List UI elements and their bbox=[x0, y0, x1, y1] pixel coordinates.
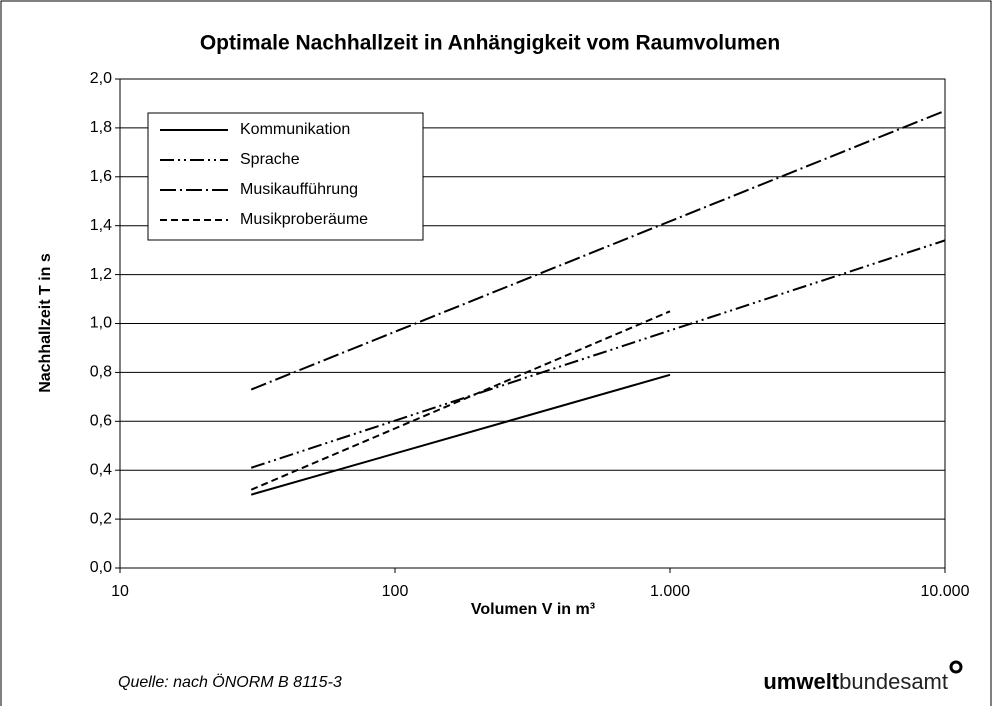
line-series bbox=[250, 310, 671, 491]
logo-icon bbox=[949, 660, 963, 674]
y-tick-label: 1,8 bbox=[90, 119, 112, 136]
y-tick-label: 0,6 bbox=[90, 413, 112, 430]
y-tick-label: 1,2 bbox=[90, 266, 112, 283]
y-tick-label: 0,4 bbox=[90, 461, 112, 478]
x-tick-label: 1.000 bbox=[650, 583, 690, 600]
y-tick-label: 0,2 bbox=[90, 510, 112, 527]
legend-label: Sprache bbox=[240, 151, 300, 168]
logo: umweltbundesamt bbox=[763, 669, 948, 694]
x-tick-label: 10 bbox=[111, 583, 129, 600]
source-note: Quelle: nach ÖNORM B 8115-3 bbox=[118, 673, 342, 691]
y-tick-label: 0,8 bbox=[90, 364, 112, 381]
x-tick-label: 100 bbox=[382, 583, 409, 600]
y-tick-label: 0,0 bbox=[90, 559, 112, 576]
legend-box bbox=[147, 112, 424, 241]
line-series bbox=[250, 239, 946, 469]
y-tick-label: 1,4 bbox=[90, 217, 112, 234]
y-tick-label: 2,0 bbox=[90, 70, 112, 87]
line-series bbox=[250, 373, 671, 496]
line-series bbox=[250, 109, 946, 391]
y-tick-label: 1,6 bbox=[90, 168, 112, 185]
plot-area bbox=[119, 78, 946, 569]
logo-regular: bundesamt bbox=[839, 669, 948, 694]
x-tick-label: 10.000 bbox=[921, 583, 970, 600]
y-axis-label: Nachhallzeit T in s bbox=[37, 253, 54, 393]
legend-label: Kommunikation bbox=[240, 121, 350, 138]
logo-bold: umwelt bbox=[763, 669, 839, 694]
legend-label: Musikaufführung bbox=[240, 181, 358, 198]
chart-title: Optimale Nachhallzeit in Anhängigkeit vo… bbox=[200, 32, 780, 55]
y-tick-label: 1,0 bbox=[90, 315, 112, 332]
legend-label: Musikproberäume bbox=[240, 211, 368, 228]
x-axis-label: Volumen V in m³ bbox=[471, 601, 595, 618]
